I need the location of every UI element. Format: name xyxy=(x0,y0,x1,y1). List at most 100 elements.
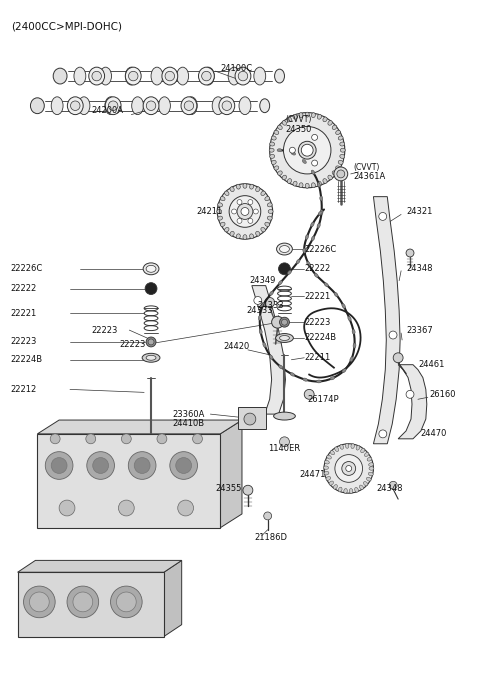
Ellipse shape xyxy=(274,130,279,135)
Circle shape xyxy=(304,389,314,400)
Ellipse shape xyxy=(151,67,163,85)
Ellipse shape xyxy=(203,67,214,85)
Ellipse shape xyxy=(293,114,297,119)
Circle shape xyxy=(45,452,73,479)
Ellipse shape xyxy=(282,175,287,180)
Ellipse shape xyxy=(78,97,90,115)
Text: 21186D: 21186D xyxy=(255,533,288,542)
Ellipse shape xyxy=(312,236,315,241)
Ellipse shape xyxy=(143,263,159,274)
Ellipse shape xyxy=(304,248,308,253)
Ellipse shape xyxy=(277,149,282,151)
Ellipse shape xyxy=(275,69,285,83)
Text: 22221: 22221 xyxy=(304,292,331,301)
Ellipse shape xyxy=(324,460,329,464)
Text: 22223: 22223 xyxy=(120,341,146,349)
Text: 24471: 24471 xyxy=(300,470,326,479)
Ellipse shape xyxy=(324,471,329,475)
Bar xyxy=(37,434,220,528)
Text: 26160: 26160 xyxy=(430,390,456,399)
Text: 23367: 23367 xyxy=(406,326,433,335)
Ellipse shape xyxy=(165,72,175,81)
Ellipse shape xyxy=(270,154,275,158)
Ellipse shape xyxy=(279,245,289,253)
Circle shape xyxy=(406,390,414,398)
Circle shape xyxy=(298,141,316,159)
Circle shape xyxy=(379,212,387,220)
Circle shape xyxy=(301,144,313,156)
Ellipse shape xyxy=(329,481,334,485)
Text: 24361A: 24361A xyxy=(354,172,386,181)
Polygon shape xyxy=(252,286,286,414)
Ellipse shape xyxy=(268,210,273,214)
Circle shape xyxy=(237,218,242,223)
Ellipse shape xyxy=(296,260,300,264)
Circle shape xyxy=(243,485,253,495)
Circle shape xyxy=(248,199,253,205)
Circle shape xyxy=(337,170,345,178)
Text: (CVVT): (CVVT) xyxy=(354,162,380,172)
Ellipse shape xyxy=(366,477,371,481)
Circle shape xyxy=(272,316,284,328)
Ellipse shape xyxy=(53,68,67,84)
Circle shape xyxy=(406,249,414,257)
Ellipse shape xyxy=(282,120,287,125)
Ellipse shape xyxy=(340,142,345,146)
Ellipse shape xyxy=(271,160,276,164)
Ellipse shape xyxy=(302,160,306,164)
Circle shape xyxy=(279,437,289,447)
Ellipse shape xyxy=(299,183,303,188)
Circle shape xyxy=(324,443,373,493)
Ellipse shape xyxy=(299,113,303,118)
Ellipse shape xyxy=(349,489,353,493)
Ellipse shape xyxy=(125,67,141,85)
Ellipse shape xyxy=(333,485,337,489)
Ellipse shape xyxy=(324,466,328,469)
Circle shape xyxy=(157,434,167,443)
Ellipse shape xyxy=(336,130,340,135)
Ellipse shape xyxy=(369,466,374,470)
Circle shape xyxy=(281,319,288,325)
Circle shape xyxy=(51,458,67,473)
Ellipse shape xyxy=(243,183,247,188)
Ellipse shape xyxy=(261,191,265,195)
Ellipse shape xyxy=(158,97,170,115)
Ellipse shape xyxy=(263,343,266,347)
Text: 24470: 24470 xyxy=(420,429,446,438)
Circle shape xyxy=(248,218,253,223)
Ellipse shape xyxy=(317,181,322,186)
Ellipse shape xyxy=(67,97,83,115)
Circle shape xyxy=(279,317,289,327)
Ellipse shape xyxy=(328,120,332,125)
Ellipse shape xyxy=(279,335,289,341)
Ellipse shape xyxy=(262,302,265,307)
Circle shape xyxy=(110,586,142,618)
Text: 24333: 24333 xyxy=(246,306,273,315)
Ellipse shape xyxy=(356,445,360,450)
Ellipse shape xyxy=(303,248,306,253)
Ellipse shape xyxy=(181,97,197,115)
Ellipse shape xyxy=(238,72,248,81)
Circle shape xyxy=(178,500,193,516)
Ellipse shape xyxy=(220,197,225,201)
Circle shape xyxy=(217,184,273,239)
Ellipse shape xyxy=(291,151,296,155)
Ellipse shape xyxy=(225,191,229,195)
Ellipse shape xyxy=(202,72,211,81)
Ellipse shape xyxy=(269,148,274,152)
Ellipse shape xyxy=(105,97,121,115)
Ellipse shape xyxy=(312,113,315,118)
Ellipse shape xyxy=(219,97,235,115)
Ellipse shape xyxy=(317,114,322,119)
Ellipse shape xyxy=(334,292,338,297)
Circle shape xyxy=(312,135,318,141)
Ellipse shape xyxy=(305,183,309,188)
Ellipse shape xyxy=(265,197,270,201)
Text: 23360A: 23360A xyxy=(173,410,205,418)
Ellipse shape xyxy=(267,216,272,220)
Ellipse shape xyxy=(338,160,343,164)
Ellipse shape xyxy=(185,97,197,115)
Ellipse shape xyxy=(108,101,118,110)
Ellipse shape xyxy=(328,175,332,180)
Circle shape xyxy=(117,592,136,612)
